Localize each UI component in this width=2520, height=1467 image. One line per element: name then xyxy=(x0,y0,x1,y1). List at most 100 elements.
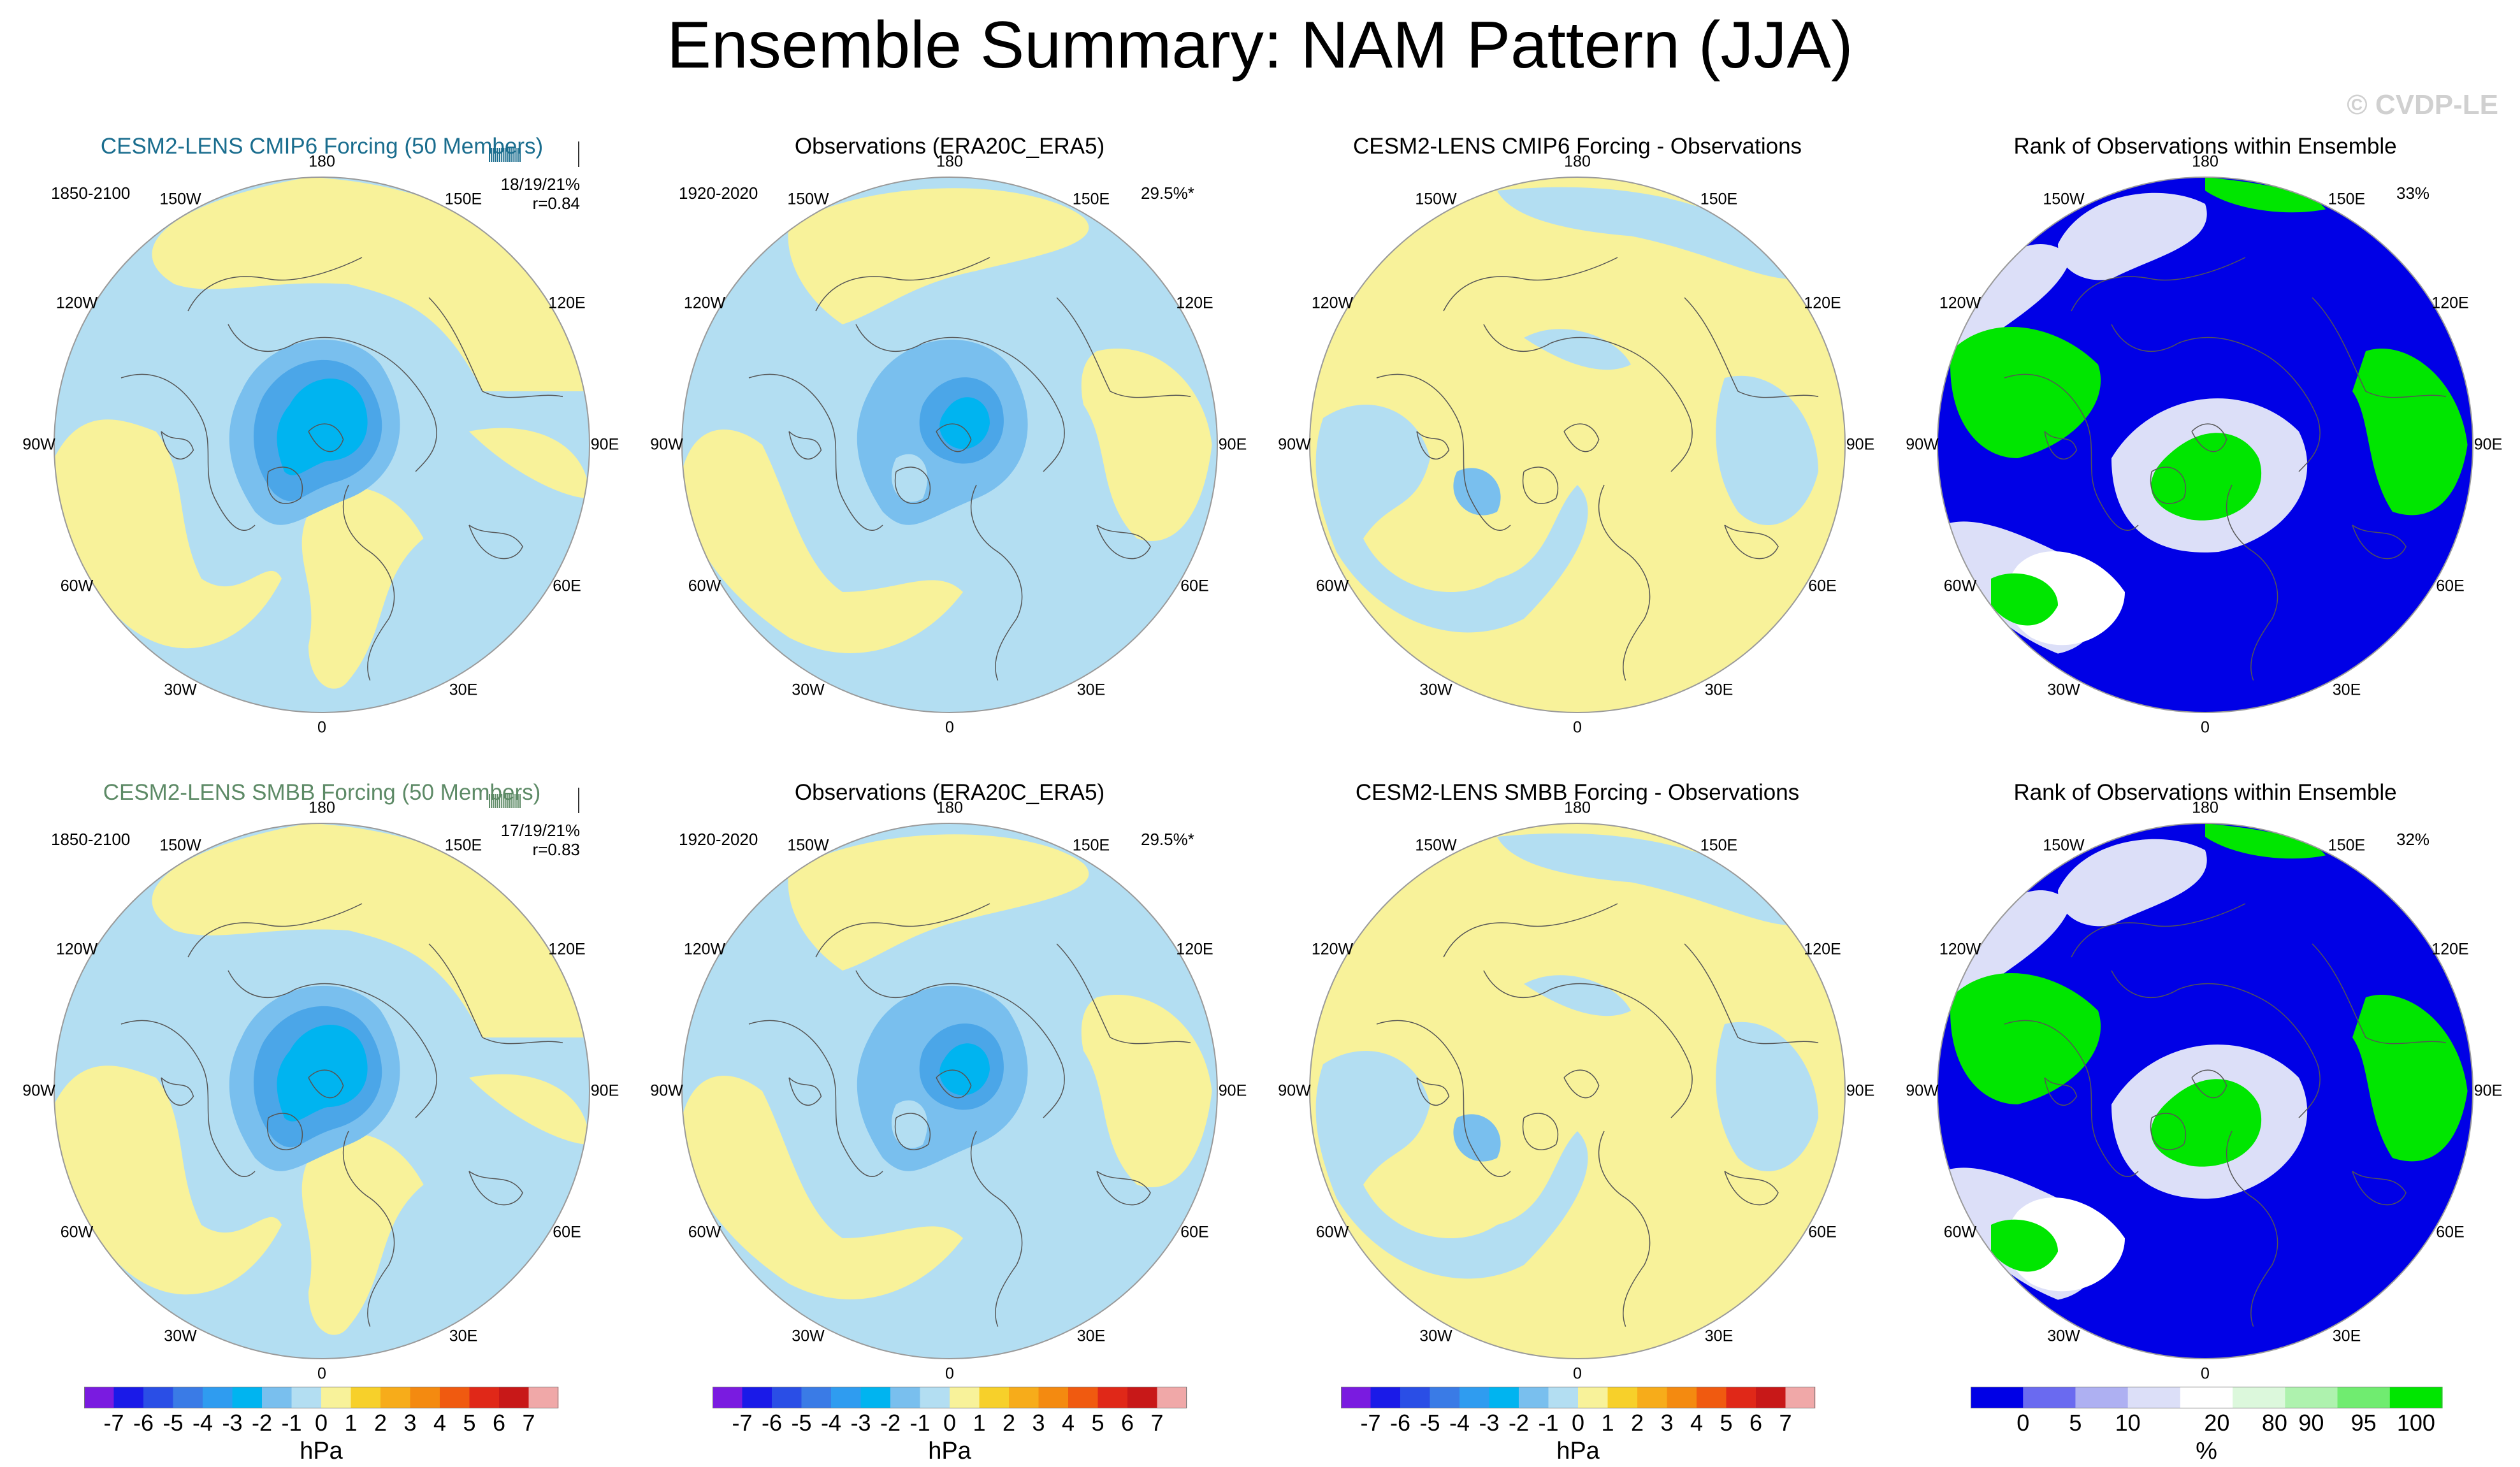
colorbar-swatch xyxy=(1667,1387,1697,1408)
longitude-label: 30E xyxy=(1076,681,1106,698)
longitude-label: 90E xyxy=(590,1081,619,1100)
coastline xyxy=(1056,943,1191,1044)
longitude-label: 0 xyxy=(1573,718,1582,737)
longitude-label: 120W xyxy=(1939,294,1981,312)
coastline xyxy=(2111,324,2321,472)
colorbar-tick-label: 4 xyxy=(1061,1410,1075,1436)
longitude-label: 180 xyxy=(1564,152,1591,171)
coastline xyxy=(1684,297,1819,398)
colorbar-tick-label: -3 xyxy=(850,1410,871,1436)
panel-title: Rank of Observations within Ensemble xyxy=(2013,780,2397,805)
polar-map-obs xyxy=(681,823,1218,1359)
coastline xyxy=(1416,431,1450,460)
map-boundary xyxy=(1309,823,1846,1359)
longitude-label: 0 xyxy=(317,1364,326,1383)
panel-title: Observations (ERA20C_ERA5) xyxy=(794,780,1105,805)
positive-anomaly-region xyxy=(682,1075,963,1299)
longitude-label: 150E xyxy=(1700,190,1738,208)
rank-high-region xyxy=(1950,326,2101,458)
coastline xyxy=(936,423,972,452)
longitude-label: 60W xyxy=(60,577,94,595)
longitude-label: 30E xyxy=(1076,1327,1106,1345)
colorbar-tick-label: 10 xyxy=(2115,1410,2141,1436)
longitude-label: 30W xyxy=(1419,1327,1452,1345)
coastline xyxy=(2111,970,2321,1118)
coastline xyxy=(1598,484,1651,681)
coastline xyxy=(2352,1171,2407,1206)
longitude-label: 150W xyxy=(1415,190,1457,208)
colorbar-unit: % xyxy=(2196,1438,2217,1464)
rank-high-region xyxy=(2151,433,2262,521)
longitude-label: 30E xyxy=(1704,1327,1734,1345)
stats-range: 17/19/21% xyxy=(500,821,580,840)
longitude-label: 90E xyxy=(1218,1081,1247,1100)
colorbar-swatch xyxy=(1068,1387,1098,1408)
positive-anomaly-region xyxy=(54,1066,282,1295)
positive-anomaly-region xyxy=(301,1134,424,1335)
coastline xyxy=(1416,1077,1450,1106)
colorbar-tick-label: -4 xyxy=(820,1410,842,1436)
positive-anomaly-region xyxy=(54,419,282,649)
colorbar-swatch xyxy=(1697,1387,1727,1408)
coastline xyxy=(1376,373,1511,531)
negative-anomaly-core xyxy=(939,397,990,449)
longitude-label: 120W xyxy=(1939,940,1981,958)
colorbar-tick-label: 0 xyxy=(2017,1410,2030,1436)
coastline xyxy=(1443,903,1618,958)
colorbar-tick-label: 5 xyxy=(1720,1410,1733,1436)
longitude-label: 180 xyxy=(936,152,963,171)
negative-anomaly-core xyxy=(939,1043,990,1095)
coastline xyxy=(748,373,883,531)
longitude-label: 90E xyxy=(1846,435,1875,454)
colorbar-tick-label: 100 xyxy=(2396,1410,2435,1436)
colorbar-swatch xyxy=(2023,1387,2076,1408)
negative-anomaly-core xyxy=(277,379,368,475)
land-gap xyxy=(891,1100,928,1148)
longitude-label: 60E xyxy=(1808,577,1837,595)
coastline xyxy=(2150,466,2187,504)
land-gap xyxy=(891,454,928,502)
rank-mid-region xyxy=(2058,839,2207,927)
longitude-label: 90E xyxy=(1218,435,1247,454)
coastline xyxy=(2226,484,2278,681)
colorbar-swatch xyxy=(528,1387,559,1408)
period-label: 1850-2100 xyxy=(51,830,131,849)
longitude-label: 90W xyxy=(650,1081,683,1100)
colorbar-tick-label: -1 xyxy=(909,1410,931,1436)
colorbar xyxy=(713,1387,1187,1408)
colorbar-swatch xyxy=(2180,1387,2233,1408)
coastline xyxy=(2312,297,2447,398)
colorbar-tick-label: -7 xyxy=(1360,1410,1381,1436)
panel-title: CESM2-LENS SMBB Forcing - Observations xyxy=(1355,780,1800,805)
coastline xyxy=(2191,423,2227,452)
longitude-label: 150W xyxy=(787,190,829,208)
longitude-label: 90W xyxy=(22,1081,55,1100)
longitude-label: 90E xyxy=(1846,1081,1875,1100)
longitude-label: 90W xyxy=(1278,1081,1311,1100)
colorbar-tick-label: 3 xyxy=(403,1410,417,1436)
coastline xyxy=(187,903,363,958)
coastline xyxy=(2004,373,2139,531)
coastline xyxy=(970,484,1023,681)
colorbar-swatch xyxy=(380,1387,410,1408)
colorbar-swatch xyxy=(2233,1387,2285,1408)
longitude-label: 60W xyxy=(1315,577,1349,595)
colorbar-unit: hPa xyxy=(928,1438,971,1464)
longitude-label: 180 xyxy=(2192,799,2219,817)
colorbar-swatch xyxy=(321,1387,351,1408)
longitude-label: 150E xyxy=(2328,836,2366,855)
coastline xyxy=(1563,423,1600,452)
longitude-label: 90W xyxy=(1906,435,1939,454)
longitude-label: 120E xyxy=(1176,294,1213,312)
colorbar xyxy=(84,1387,559,1408)
colorbar-tick-label: 1 xyxy=(1601,1410,1614,1436)
colorbar-tick-label: -4 xyxy=(192,1410,214,1436)
colorbar-tick-label: -6 xyxy=(761,1410,783,1436)
longitude-label: 120E xyxy=(1804,294,1841,312)
colorbar-tick-label: 0 xyxy=(314,1410,328,1436)
map-boundary xyxy=(681,823,1218,1359)
percent-label: 29.5%* xyxy=(1141,184,1194,203)
longitude-label: 150E xyxy=(444,836,482,855)
coastline xyxy=(428,943,563,1044)
colorbar-tick-label: -4 xyxy=(1449,1410,1470,1436)
